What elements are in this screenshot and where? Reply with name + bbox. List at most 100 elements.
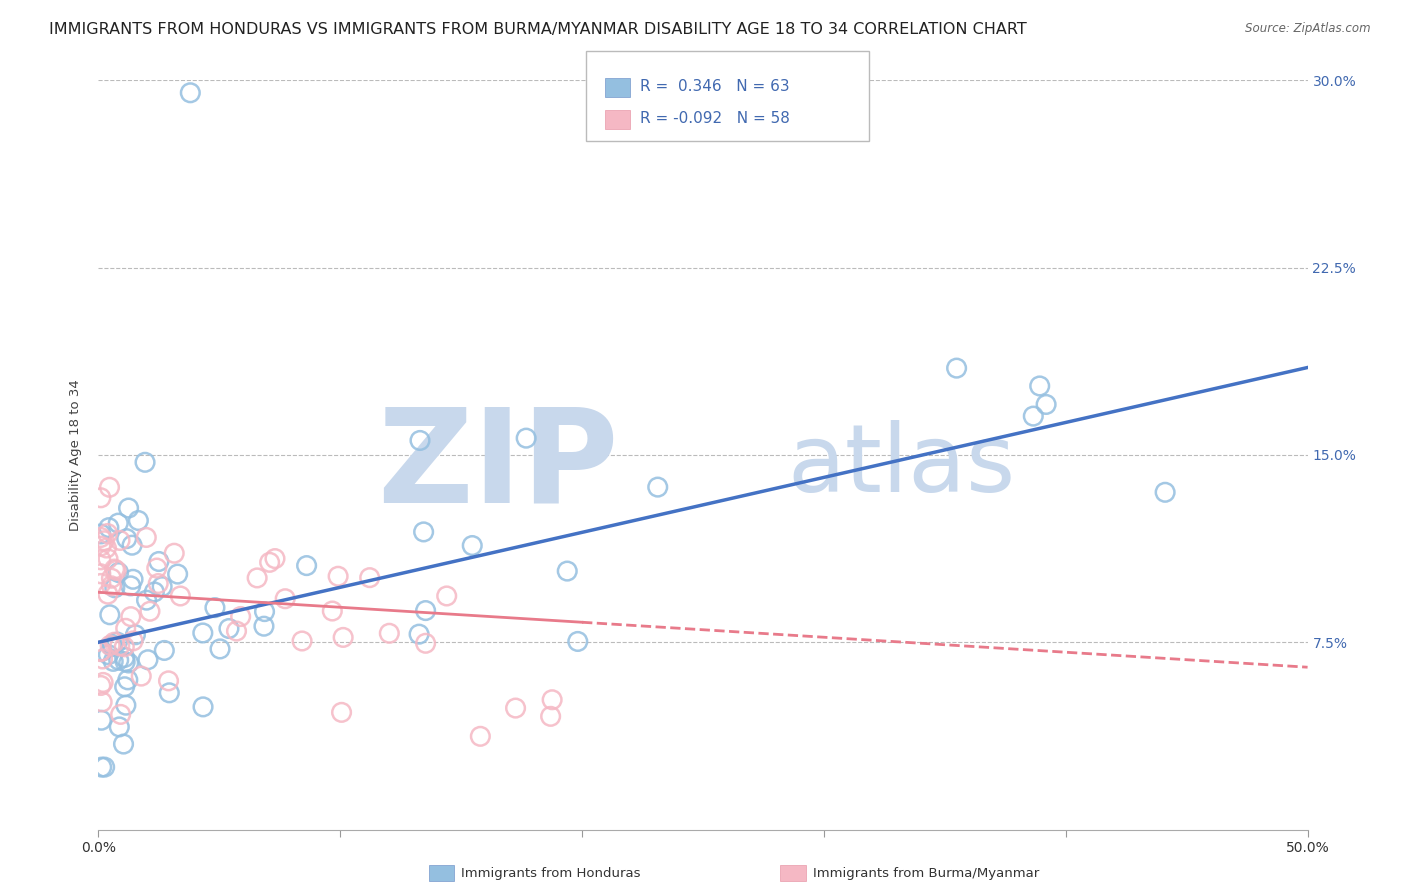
Point	[326, 569, 349, 583]
Point	[93, 533, 115, 548]
Point	[108, 720, 131, 734]
Point	[321, 604, 343, 618]
Text: atlas: atlas	[787, 420, 1017, 512]
Point	[229, 609, 252, 624]
Point	[148, 554, 170, 568]
Point	[97, 648, 120, 662]
Text: ZIP: ZIP	[377, 402, 619, 530]
Point	[100, 579, 122, 593]
Point	[541, 692, 564, 706]
Point	[136, 653, 159, 667]
Point	[1028, 379, 1050, 393]
Point	[90, 566, 112, 581]
Point	[103, 562, 125, 576]
Point	[97, 552, 120, 566]
Point	[120, 579, 142, 593]
Point	[114, 650, 136, 665]
Point	[330, 706, 353, 720]
Point	[409, 434, 432, 448]
Point	[179, 86, 201, 100]
Point	[274, 591, 297, 606]
Point	[291, 634, 314, 648]
Point	[103, 654, 125, 668]
Point	[246, 571, 269, 585]
Point	[107, 516, 129, 530]
Point	[91, 652, 114, 666]
Point	[112, 737, 135, 751]
Point	[415, 603, 437, 617]
Point	[157, 686, 180, 700]
Point	[91, 675, 114, 690]
Point	[124, 628, 146, 642]
Point	[295, 558, 318, 573]
Point	[204, 600, 226, 615]
Point	[647, 480, 669, 494]
Point	[1035, 397, 1057, 411]
Point	[259, 555, 281, 569]
Point	[104, 581, 127, 595]
Point	[415, 636, 437, 650]
Point	[332, 631, 354, 645]
Text: Immigrants from Burma/Myanmar: Immigrants from Burma/Myanmar	[813, 867, 1039, 880]
Point	[115, 532, 138, 546]
Point	[163, 546, 186, 560]
Point	[208, 642, 231, 657]
Point	[90, 531, 112, 545]
Point	[150, 580, 173, 594]
Point	[505, 701, 527, 715]
Point	[412, 524, 434, 539]
Point	[97, 521, 120, 535]
Point	[90, 644, 112, 658]
Point	[122, 634, 145, 648]
Text: R =  0.346   N = 63: R = 0.346 N = 63	[640, 79, 789, 94]
Point	[101, 638, 124, 652]
Point	[515, 431, 537, 445]
Point	[90, 553, 112, 567]
Point	[191, 626, 214, 640]
Point	[117, 501, 139, 516]
Text: IMMIGRANTS FROM HONDURAS VS IMMIGRANTS FROM BURMA/MYANMAR DISABILITY AGE 18 TO 3: IMMIGRANTS FROM HONDURAS VS IMMIGRANTS F…	[49, 22, 1026, 37]
Point	[97, 526, 120, 541]
Point	[129, 669, 152, 683]
Point	[134, 455, 156, 469]
Point	[117, 673, 139, 687]
Point	[90, 576, 112, 591]
Point	[218, 622, 240, 636]
Point	[127, 514, 149, 528]
Point	[108, 533, 131, 548]
Point	[103, 635, 125, 649]
Point	[114, 655, 136, 669]
Point	[408, 627, 430, 641]
Point	[1154, 485, 1177, 500]
Point	[114, 621, 136, 635]
Point	[555, 564, 578, 578]
Point	[143, 585, 166, 599]
Point	[122, 572, 145, 586]
Point	[114, 680, 136, 694]
Point	[378, 626, 401, 640]
Point	[135, 593, 157, 607]
Point	[107, 653, 129, 667]
Point	[100, 571, 122, 585]
Point	[107, 566, 129, 580]
Point	[461, 539, 484, 553]
Point	[166, 567, 188, 582]
Point	[96, 541, 118, 555]
Point	[191, 699, 214, 714]
Point	[101, 640, 124, 654]
Point	[120, 609, 142, 624]
Point	[118, 656, 141, 670]
Point	[153, 643, 176, 657]
Point	[90, 678, 112, 692]
Point	[91, 695, 114, 709]
Text: R = -0.092   N = 58: R = -0.092 N = 58	[640, 112, 790, 127]
Y-axis label: Disability Age 18 to 34: Disability Age 18 to 34	[69, 379, 83, 531]
Point	[112, 640, 135, 654]
Point	[264, 551, 287, 566]
Text: Immigrants from Honduras: Immigrants from Honduras	[461, 867, 641, 880]
Text: Source: ZipAtlas.com: Source: ZipAtlas.com	[1246, 22, 1371, 36]
Point	[436, 589, 458, 603]
Point	[90, 645, 112, 659]
Point	[470, 729, 492, 743]
Point	[90, 539, 112, 553]
